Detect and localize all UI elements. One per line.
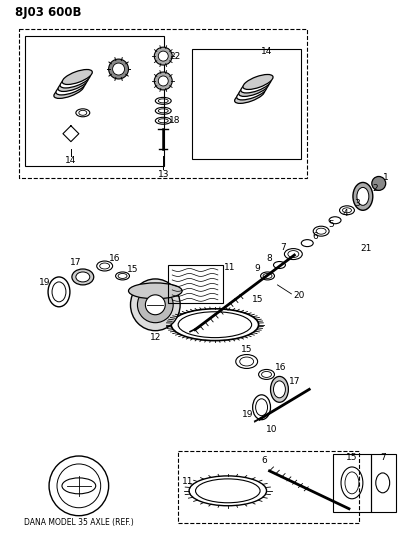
Bar: [333, 454, 371, 512]
Circle shape: [154, 72, 172, 90]
Text: 6: 6: [262, 456, 267, 465]
Text: 12: 12: [150, 333, 161, 342]
Text: 19: 19: [242, 410, 253, 419]
Ellipse shape: [128, 283, 182, 299]
Ellipse shape: [138, 287, 173, 322]
Text: 17: 17: [70, 257, 82, 266]
Ellipse shape: [357, 188, 369, 205]
Text: 15: 15: [252, 295, 263, 304]
Text: 9: 9: [255, 264, 261, 273]
Text: 11: 11: [182, 478, 194, 487]
Circle shape: [113, 63, 125, 75]
Ellipse shape: [72, 269, 94, 285]
Ellipse shape: [58, 76, 88, 92]
Bar: [192, 49, 301, 158]
Text: 18: 18: [170, 116, 181, 125]
Circle shape: [109, 59, 128, 79]
Text: 15: 15: [127, 265, 138, 274]
Ellipse shape: [54, 84, 84, 99]
Text: 6: 6: [312, 232, 318, 241]
Text: 21: 21: [360, 244, 372, 253]
Ellipse shape: [237, 85, 267, 100]
Text: 16: 16: [109, 254, 120, 263]
Circle shape: [158, 51, 168, 61]
Text: 19: 19: [39, 278, 51, 287]
Ellipse shape: [241, 78, 271, 93]
Ellipse shape: [239, 82, 269, 96]
Text: 14: 14: [261, 46, 272, 55]
Bar: [178, 451, 359, 523]
Text: 13: 13: [158, 170, 169, 179]
Text: 11: 11: [224, 263, 235, 272]
Ellipse shape: [273, 381, 286, 398]
Text: 8: 8: [267, 254, 272, 263]
Ellipse shape: [76, 272, 90, 282]
Circle shape: [154, 47, 172, 65]
Circle shape: [158, 76, 168, 86]
Ellipse shape: [243, 75, 273, 90]
Text: 17: 17: [289, 377, 300, 386]
Text: 10: 10: [266, 425, 277, 434]
Ellipse shape: [60, 73, 90, 88]
Ellipse shape: [62, 69, 92, 85]
Text: 4: 4: [342, 209, 348, 218]
Circle shape: [146, 295, 165, 315]
Text: 14: 14: [65, 156, 77, 165]
Bar: [371, 454, 396, 512]
Bar: [19, 29, 307, 179]
Text: 7: 7: [281, 243, 286, 252]
Text: 1: 1: [383, 173, 389, 182]
Ellipse shape: [130, 279, 180, 330]
Text: DANA MODEL 35 AXLE (REF.): DANA MODEL 35 AXLE (REF.): [24, 518, 134, 527]
Text: 5: 5: [328, 220, 334, 229]
Ellipse shape: [56, 80, 86, 95]
Circle shape: [372, 176, 386, 190]
Text: 16: 16: [275, 363, 286, 372]
Ellipse shape: [353, 182, 373, 211]
Ellipse shape: [235, 88, 265, 103]
Text: 7: 7: [380, 453, 386, 462]
Bar: [25, 36, 164, 166]
Text: 22: 22: [170, 52, 181, 61]
Text: 15: 15: [241, 345, 252, 354]
Text: 20: 20: [294, 292, 305, 301]
Text: 15: 15: [346, 453, 358, 462]
Text: 2: 2: [372, 184, 378, 193]
Bar: [168, 265, 223, 303]
Text: 8J03 600B: 8J03 600B: [15, 6, 82, 19]
Text: 3: 3: [354, 199, 360, 208]
Ellipse shape: [271, 376, 288, 402]
